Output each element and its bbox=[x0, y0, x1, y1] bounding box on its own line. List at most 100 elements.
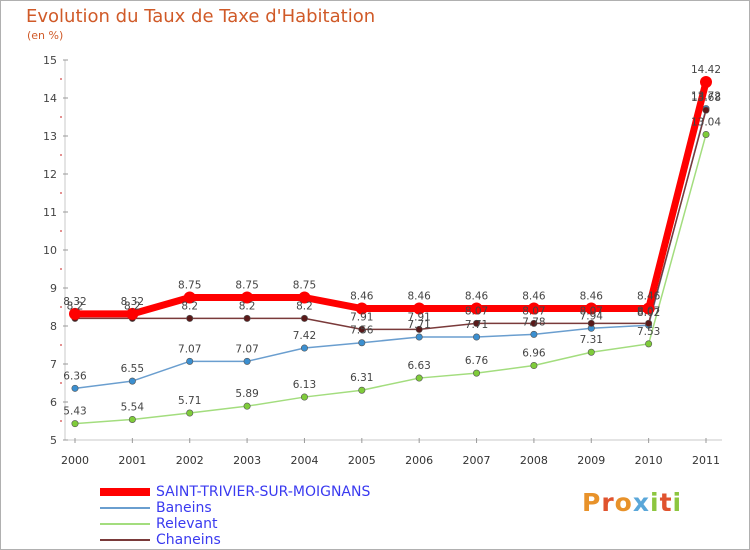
y-tick-label: 13 bbox=[43, 130, 57, 143]
y-minor-dot bbox=[60, 116, 62, 118]
x-tick-label: 2008 bbox=[520, 454, 548, 467]
data-label: 5.71 bbox=[178, 395, 201, 407]
data-point bbox=[530, 330, 538, 338]
y-minor-dot bbox=[60, 154, 62, 156]
data-point bbox=[473, 369, 481, 377]
data-label: 7.91 bbox=[350, 311, 373, 323]
data-label: 13.68 bbox=[691, 92, 721, 104]
data-point bbox=[243, 314, 251, 322]
y-tick-label: 11 bbox=[43, 206, 57, 219]
data-label: 8.32 bbox=[63, 296, 86, 308]
legend-swatch bbox=[100, 488, 150, 496]
x-tick-label: 2007 bbox=[463, 454, 491, 467]
data-point bbox=[473, 333, 481, 341]
y-minor-dot bbox=[60, 268, 62, 270]
y-minor-dot bbox=[60, 420, 62, 422]
data-label: 6.96 bbox=[522, 348, 546, 360]
data-label: 6.63 bbox=[407, 360, 430, 372]
series-line-1 bbox=[74, 108, 707, 390]
x-tick-label: 2000 bbox=[61, 454, 89, 467]
data-label: 5.54 bbox=[121, 401, 145, 413]
data-point bbox=[241, 291, 254, 304]
data-point bbox=[413, 302, 426, 315]
data-point bbox=[128, 415, 136, 423]
data-label: 8.75 bbox=[178, 280, 201, 292]
data-label: 8.2 bbox=[296, 300, 313, 312]
data-label: 7.94 bbox=[580, 310, 604, 322]
data-label: 8.2 bbox=[67, 300, 84, 312]
series-line-0 bbox=[75, 81, 710, 318]
data-point bbox=[355, 302, 368, 315]
data-label: 6.13 bbox=[293, 379, 316, 391]
data-point bbox=[71, 384, 79, 392]
data-label: 8.46 bbox=[637, 291, 661, 303]
data-point bbox=[642, 302, 655, 315]
proxiti-logo: Proxiti bbox=[582, 488, 683, 517]
x-tick-label: 2004 bbox=[290, 454, 318, 467]
y-minor-dot bbox=[60, 306, 62, 308]
data-point bbox=[69, 307, 81, 320]
x-tick-label: 2006 bbox=[405, 454, 433, 467]
y-minor-dot bbox=[60, 230, 62, 232]
y-tick-label: 9 bbox=[50, 282, 57, 295]
data-point bbox=[358, 386, 366, 394]
data-point bbox=[530, 362, 538, 370]
data-label: 8.2 bbox=[124, 300, 141, 312]
y-tick-label: 15 bbox=[43, 54, 57, 67]
y-tick-label: 12 bbox=[43, 168, 57, 181]
data-point bbox=[527, 302, 540, 315]
series-line-2 bbox=[74, 134, 707, 425]
data-point bbox=[298, 291, 311, 304]
legend-label: Baneins bbox=[156, 500, 212, 516]
x-tick-label: 2002 bbox=[176, 454, 204, 467]
data-point bbox=[645, 340, 653, 348]
series-line-3 bbox=[75, 109, 707, 331]
data-point bbox=[128, 377, 136, 385]
y-minor-dot bbox=[60, 382, 62, 384]
data-label: 8.75 bbox=[235, 280, 258, 292]
data-point bbox=[415, 374, 423, 382]
data-label: 8.46 bbox=[465, 291, 489, 303]
data-point bbox=[702, 106, 710, 114]
y-tick-label: 7 bbox=[50, 358, 57, 371]
data-label: 6.55 bbox=[121, 363, 144, 375]
data-point bbox=[645, 319, 653, 327]
data-point bbox=[243, 357, 251, 365]
data-label: 6.76 bbox=[465, 355, 489, 367]
data-point bbox=[587, 348, 595, 356]
data-point bbox=[473, 319, 481, 327]
legend-label: SAINT-TRIVIER-SUR-MOIGNANS bbox=[156, 484, 371, 500]
data-point bbox=[300, 344, 308, 352]
data-label: 8.07 bbox=[465, 305, 488, 317]
y-minor-dot bbox=[60, 344, 62, 346]
data-label: 8.32 bbox=[121, 296, 144, 308]
data-point bbox=[358, 325, 366, 333]
x-tick-label: 2001 bbox=[118, 454, 146, 467]
data-point bbox=[243, 402, 251, 410]
y-tick-label: 6 bbox=[50, 396, 57, 409]
data-label: 7.91 bbox=[407, 311, 430, 323]
data-label: 7.07 bbox=[178, 343, 201, 355]
data-label: 8.07 bbox=[522, 305, 545, 317]
x-tick-label: 2011 bbox=[692, 454, 720, 467]
data-label: 14.42 bbox=[691, 64, 721, 76]
data-label: 8.46 bbox=[522, 291, 546, 303]
legend-swatch bbox=[100, 507, 150, 509]
x-tick-label: 2003 bbox=[233, 454, 261, 467]
legend-swatch bbox=[100, 523, 150, 525]
data-point bbox=[300, 314, 308, 322]
chart-units-label: (en %) bbox=[27, 29, 64, 42]
data-point bbox=[126, 307, 139, 320]
y-tick-label: 8 bbox=[50, 320, 57, 333]
data-point bbox=[530, 319, 538, 327]
data-label: 7.56 bbox=[350, 325, 374, 337]
data-point bbox=[470, 302, 483, 315]
y-tick-label: 10 bbox=[43, 244, 57, 257]
x-tick-label: 2010 bbox=[635, 454, 663, 467]
data-label: 5.43 bbox=[63, 406, 86, 418]
data-label: 7.31 bbox=[580, 334, 603, 346]
data-label: 13.72 bbox=[691, 91, 721, 103]
data-point bbox=[415, 325, 423, 333]
data-label: 8.2 bbox=[181, 300, 198, 312]
